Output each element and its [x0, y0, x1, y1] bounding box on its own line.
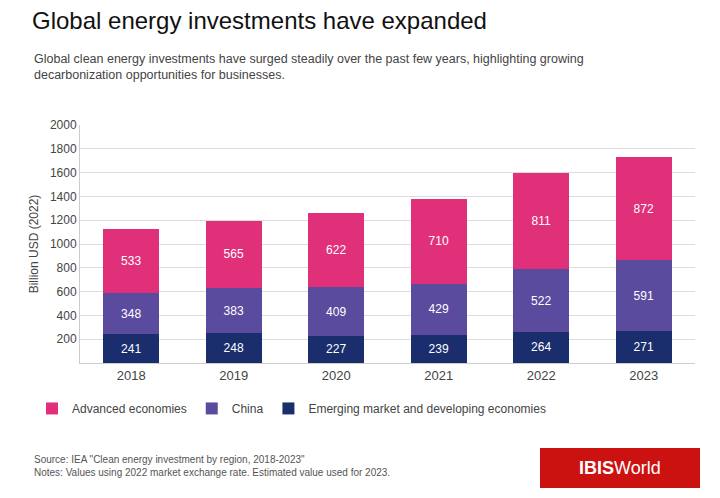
svg-text:1800: 1800 [50, 142, 77, 156]
svg-text:2019: 2019 [219, 368, 248, 383]
svg-text:1600: 1600 [50, 166, 77, 180]
svg-text:2000: 2000 [50, 118, 77, 132]
svg-text:1400: 1400 [50, 190, 77, 204]
svg-text:Billion USD (2022): Billion USD (2022) [27, 195, 41, 294]
svg-text:Source: IEA "Clean energy inve: Source: IEA "Clean energy investment by … [34, 454, 390, 478]
svg-text:400: 400 [57, 309, 77, 323]
svg-text:227: 227 [326, 342, 346, 356]
svg-text:710: 710 [429, 234, 449, 248]
svg-text:1200: 1200 [50, 213, 77, 227]
svg-text:600: 600 [57, 285, 77, 299]
svg-text:2022: 2022 [527, 368, 556, 383]
svg-text:Advanced economies: Advanced economies [72, 402, 187, 416]
svg-text:Emerging market and developing: Emerging market and developing economies [308, 402, 545, 416]
svg-text:872: 872 [634, 202, 654, 216]
svg-text:248: 248 [224, 341, 244, 355]
svg-text:1000: 1000 [50, 237, 77, 251]
svg-text:591: 591 [634, 289, 654, 303]
svg-text:565: 565 [224, 247, 244, 261]
svg-text:239: 239 [429, 342, 449, 356]
svg-text:811: 811 [532, 214, 551, 228]
svg-text:China: China [232, 402, 264, 416]
svg-text:429: 429 [429, 302, 449, 316]
svg-text:383: 383 [224, 304, 244, 318]
svg-text:2021: 2021 [424, 368, 453, 383]
svg-text:2020: 2020 [322, 368, 351, 383]
svg-text:622: 622 [326, 243, 346, 257]
svg-text:200: 200 [57, 332, 77, 346]
svg-text:2023: 2023 [629, 368, 658, 383]
svg-text:533: 533 [121, 254, 141, 268]
svg-text:IBISWorld: IBISWorld [579, 458, 661, 478]
svg-text:264: 264 [531, 340, 551, 354]
svg-text:409: 409 [326, 305, 346, 319]
svg-text:2018: 2018 [117, 368, 146, 383]
svg-text:800: 800 [57, 261, 77, 275]
svg-text:Global clean energy investment: Global clean energy investments have sur… [34, 52, 584, 82]
svg-text:241: 241 [121, 342, 141, 356]
svg-text:Global energy investments have: Global energy investments have expanded [32, 7, 487, 34]
svg-text:522: 522 [531, 294, 551, 308]
svg-text:348: 348 [121, 307, 141, 321]
svg-text:271: 271 [634, 340, 654, 354]
